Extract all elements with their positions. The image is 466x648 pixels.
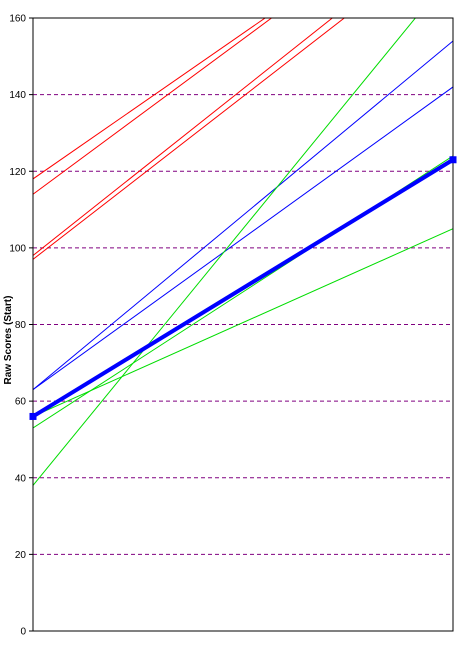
- y-axis-title: Raw Scores (Start): [3, 296, 14, 385]
- data-point-marker: [29, 412, 37, 420]
- series-line-7: [33, 18, 417, 486]
- y-tick-label: 0: [20, 627, 26, 638]
- y-tick-label: 20: [15, 550, 27, 561]
- y-tick-label: 40: [15, 473, 27, 484]
- series-line-10: [33, 158, 453, 419]
- y-tick-label: 140: [9, 90, 26, 101]
- data-point-marker: [449, 156, 457, 164]
- y-tick-label: 160: [9, 14, 26, 25]
- y-tick-labels: 0 20 40 60 80 100 120 140 160: [9, 14, 26, 638]
- series-line-2: [33, 18, 273, 195]
- y-tick-label: 60: [15, 397, 27, 408]
- y-tick-label: 120: [9, 167, 26, 178]
- gridlines: [33, 94, 453, 555]
- series-line-3: [33, 18, 334, 256]
- axes: [29, 17, 454, 632]
- series-line-1: [33, 18, 266, 180]
- series-line-4: [33, 18, 346, 260]
- y-tick-label: 100: [9, 243, 26, 254]
- series-line-5: [33, 40, 453, 391]
- y-tick-label: 80: [15, 320, 27, 331]
- series-line-6: [33, 86, 453, 391]
- series-line-9: [33, 228, 453, 417]
- series-lines: [33, 18, 453, 486]
- series-markers: [29, 156, 457, 420]
